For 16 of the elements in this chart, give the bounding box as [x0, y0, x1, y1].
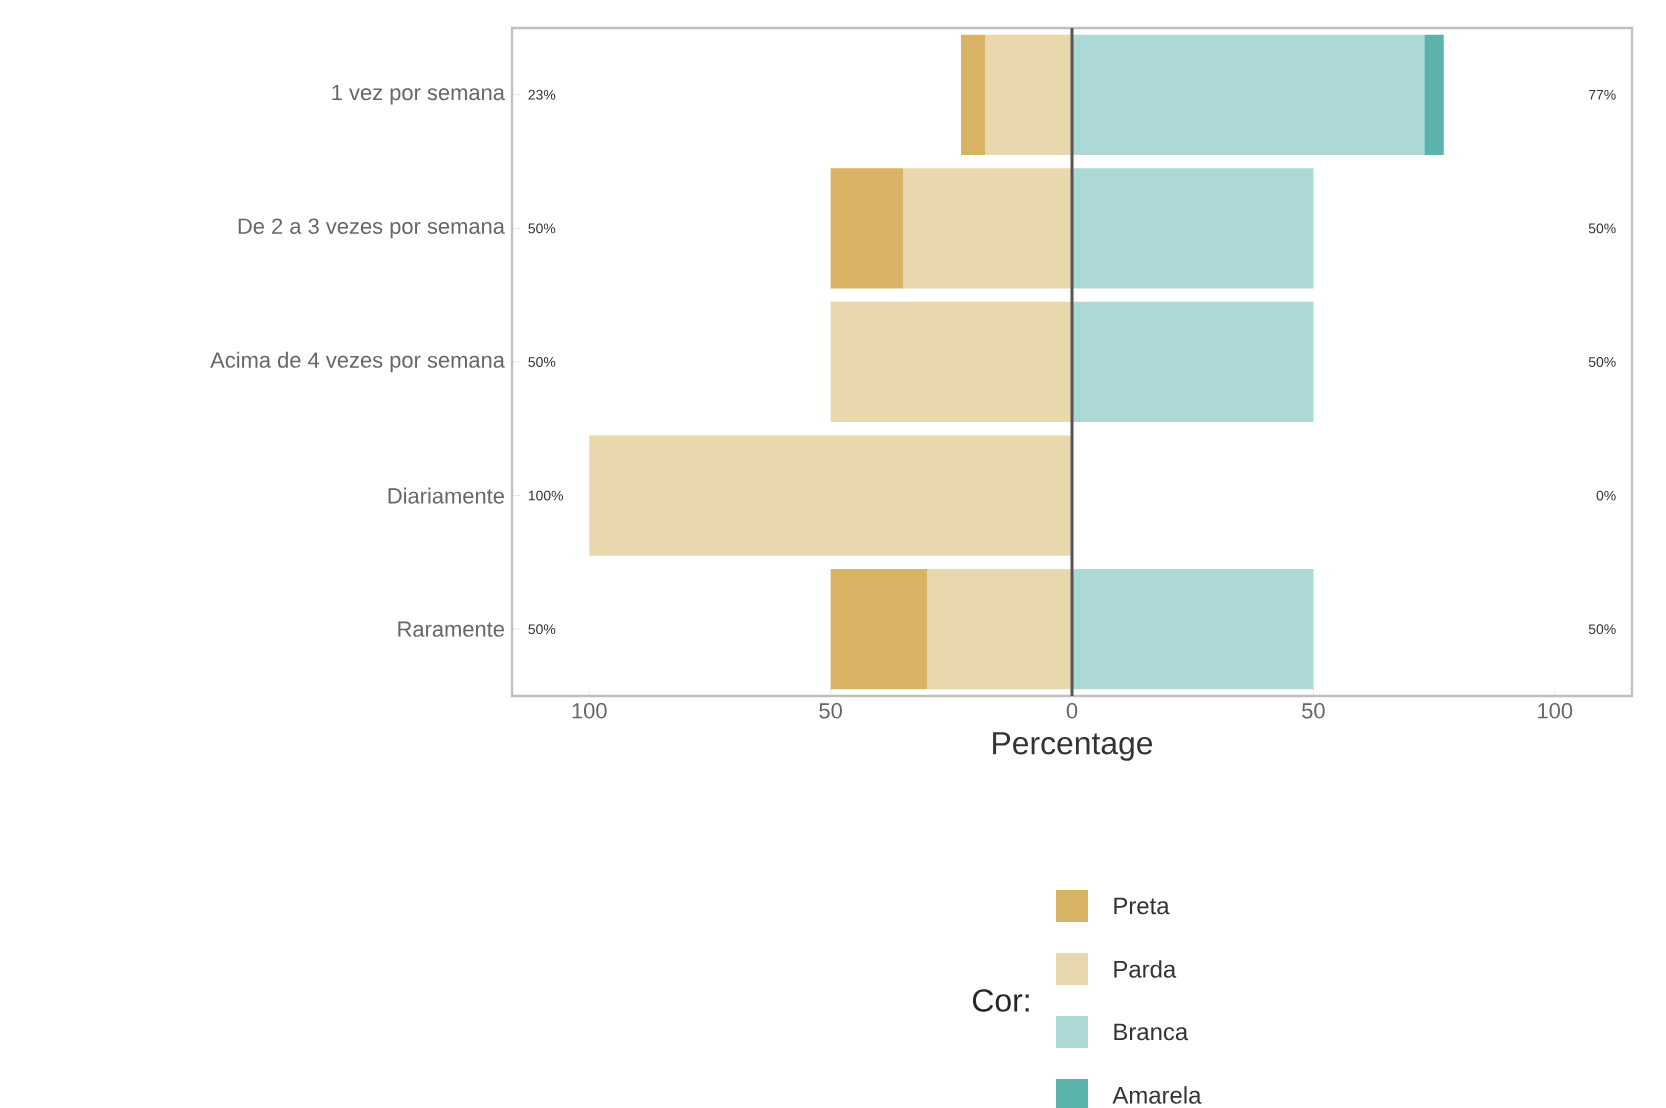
y-tick-label: Diariamente [388, 487, 504, 504]
y-tick-label: Acima de 4 vezes por semana [210, 351, 505, 373]
x-tick-label: 100 [572, 703, 607, 719]
x-tick-label: 50 [819, 703, 842, 719]
x-tick-label: 50 [1302, 703, 1325, 719]
x-tick-label: 100 [1538, 703, 1573, 719]
legend-label: Branca [1114, 1023, 1189, 1041]
legend-label: Preta [1114, 897, 1170, 915]
y-tick-label: Raramente [398, 621, 504, 637]
legend-label: Amarela [1112, 1086, 1202, 1104]
x-axis-title: Percentage [993, 732, 1153, 761]
y-tick-label: De 2 a 3 vezes por semana [238, 218, 505, 239]
y-tick-label: 1 vez por semana [332, 84, 505, 105]
legend-title: Cor: [973, 989, 1029, 1012]
legend-label: Parda [1114, 960, 1177, 978]
x-tick-label: 0 [1066, 703, 1078, 719]
